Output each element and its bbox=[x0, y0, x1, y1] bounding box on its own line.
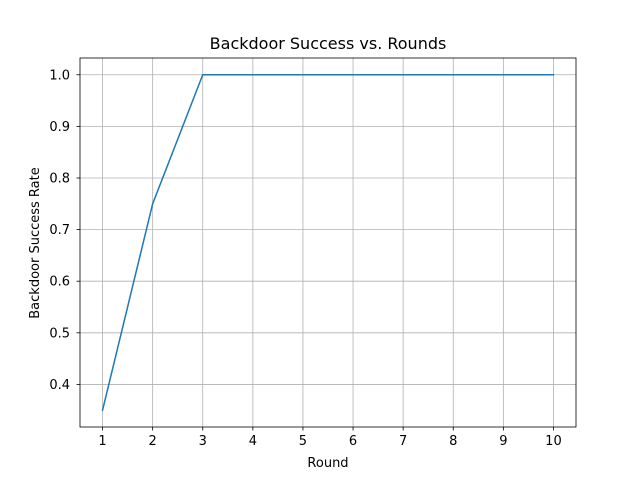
y-axis-label: Backdoor Success Rate bbox=[28, 167, 43, 318]
x-tick-label: 3 bbox=[199, 434, 207, 449]
x-tick-label: 5 bbox=[299, 434, 307, 449]
series-layer bbox=[101, 74, 555, 412]
y-tick-label: 1.0 bbox=[49, 68, 70, 83]
y-tick-label: 0.4 bbox=[49, 378, 70, 393]
x-tick-label: 7 bbox=[399, 434, 407, 449]
y-tick-label: 0.8 bbox=[49, 171, 70, 186]
x-axis-label: Round bbox=[307, 456, 348, 471]
chart-title: Backdoor Success vs. Rounds bbox=[210, 34, 447, 53]
y-tick-label: 0.9 bbox=[49, 120, 70, 135]
plot-frame bbox=[79, 57, 577, 428]
x-tick-label: 10 bbox=[545, 434, 562, 449]
y-tick-label: 0.7 bbox=[49, 223, 70, 238]
y-tick-label: 0.5 bbox=[49, 326, 70, 341]
x-tick-label: 9 bbox=[499, 434, 507, 449]
tick-marks: 1 2 3 4 5 6 7 8 9 10 0.4 0.5 0.6 0.7 0.8 0.9 1.0 bbox=[49, 68, 561, 449]
y-tick-label: 0.6 bbox=[49, 275, 70, 290]
x-tick-label: 1 bbox=[98, 434, 106, 449]
series-line bbox=[101, 74, 555, 412]
x-tick-label: 8 bbox=[449, 434, 457, 449]
x-tick-label: 2 bbox=[149, 434, 157, 449]
x-tick-label: 6 bbox=[349, 434, 357, 449]
axes-frame bbox=[79, 57, 577, 428]
x-tick-label: 4 bbox=[249, 434, 257, 449]
